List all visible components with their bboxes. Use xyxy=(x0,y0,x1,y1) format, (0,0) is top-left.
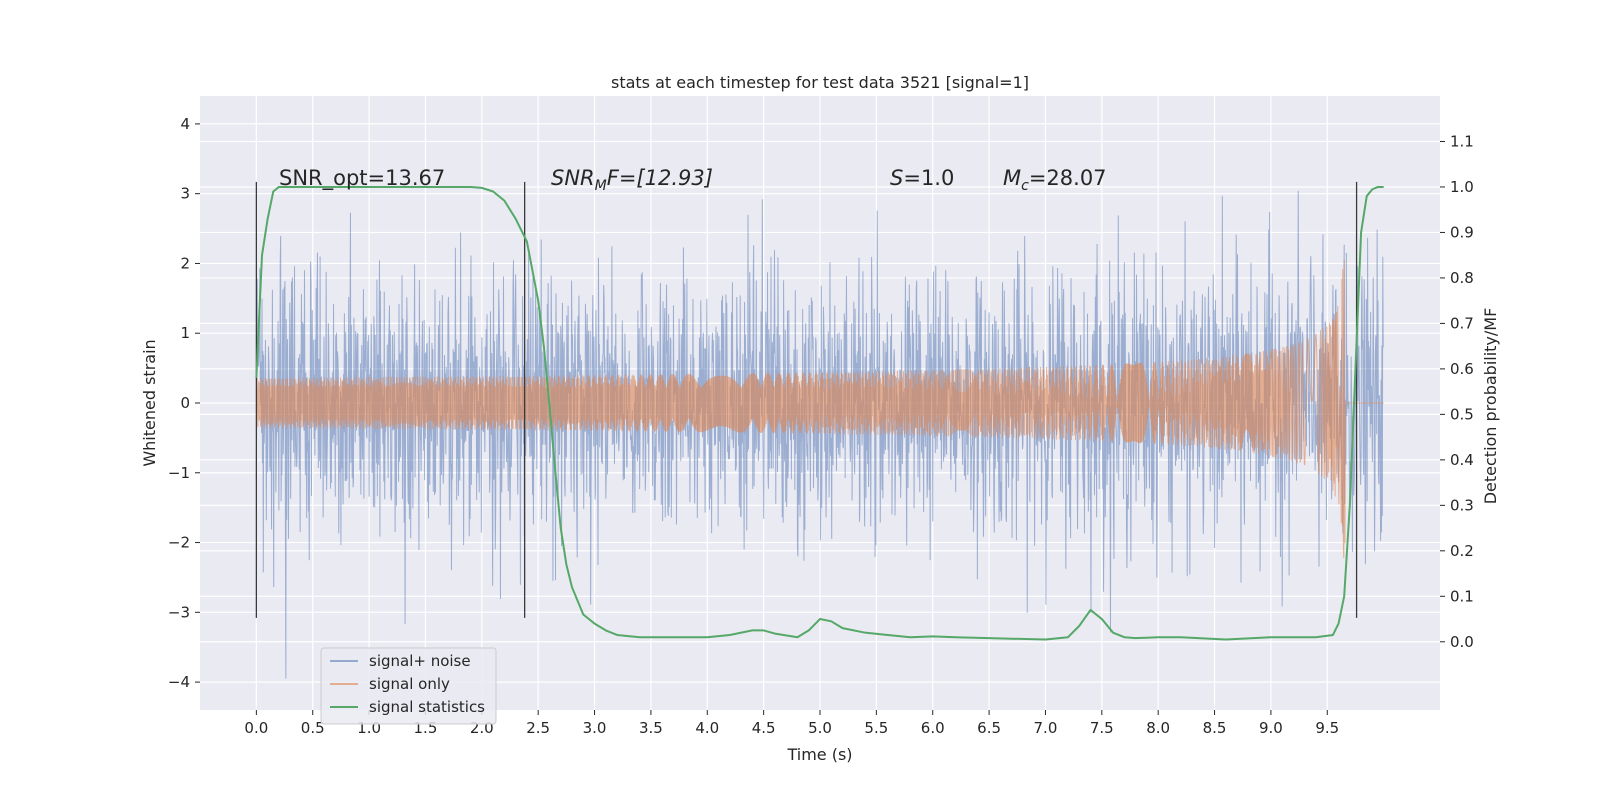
y-tick-label: −1 xyxy=(168,464,190,482)
x-tick-label: 4.5 xyxy=(752,719,776,737)
x-tick-label: 8.0 xyxy=(1146,719,1170,737)
y-tick-label: 4 xyxy=(180,115,190,133)
y-tick-label: −3 xyxy=(168,603,190,621)
x-tick-label: 7.5 xyxy=(1090,719,1114,737)
x-tick-label: 3.5 xyxy=(639,719,663,737)
annotation-snr-mf: SNRMF=[12.93] xyxy=(551,166,713,194)
signal-trace xyxy=(255,260,1384,559)
series-signal-statistics xyxy=(255,185,1384,641)
x-tick-label: 9.5 xyxy=(1315,719,1339,737)
y2-tick-label: 0.8 xyxy=(1450,269,1474,287)
y2-tick-label: 0.9 xyxy=(1450,223,1474,241)
y-tick-label: −4 xyxy=(168,673,190,691)
y2-tick-label: 1.1 xyxy=(1450,132,1474,150)
y-tick-label: 3 xyxy=(180,185,190,203)
y2-tick-label: 0.5 xyxy=(1450,405,1474,423)
annotation-s: S=1.0 xyxy=(890,166,954,190)
x-tick-label: 8.5 xyxy=(1203,719,1227,737)
y2-tick-label: 0.7 xyxy=(1450,314,1474,332)
x-tick-label: 2.5 xyxy=(526,719,550,737)
y-axis-label: Whitened strain xyxy=(140,339,159,466)
y-tick-label: 2 xyxy=(180,254,190,272)
x-tick-label: 7.0 xyxy=(1034,719,1058,737)
x-tick-label: 6.5 xyxy=(977,719,1001,737)
y2-tick-label: 1.0 xyxy=(1450,178,1474,196)
y2-tick-label: 0.3 xyxy=(1450,496,1474,514)
y2-tick-label: 0.1 xyxy=(1450,587,1474,605)
y-tick-label: 1 xyxy=(180,324,190,342)
x-tick-label: 9.0 xyxy=(1259,719,1283,737)
series-signal-only xyxy=(255,260,1384,559)
x-tick-label: 3.0 xyxy=(583,719,607,737)
legend: signal+ noise signal only signal statist… xyxy=(320,647,497,725)
legend-label-signal-noise: signal+ noise xyxy=(369,652,471,670)
chart-title: stats at each timestep for test data 352… xyxy=(611,73,1029,92)
x-tick-label: 0.5 xyxy=(301,719,325,737)
annotations: SNR_opt=13.67 SNRMF=[12.93] S=1.0 Mc=28.… xyxy=(279,166,1107,194)
y2-axis-label: Detection probability/MF xyxy=(1481,308,1500,505)
x-tick-label: 6.0 xyxy=(921,719,945,737)
x-axis-label: Time (s) xyxy=(786,745,852,764)
annotation-snr-opt: SNR_opt=13.67 xyxy=(279,166,445,191)
legend-label-signal-only: signal only xyxy=(369,675,450,693)
vertical-markers xyxy=(255,181,1358,618)
y2-tick-label: 0.4 xyxy=(1450,451,1474,469)
y-axis-left: −4 −3 −2 −1 0 1 2 3 4 xyxy=(168,115,200,691)
x-tick-label: 5.0 xyxy=(808,719,832,737)
legend-label-signal-statistics: signal statistics xyxy=(369,698,485,716)
y2-tick-label: 0.0 xyxy=(1450,633,1474,651)
statistics-trace xyxy=(255,185,1384,641)
y-tick-label: −2 xyxy=(168,534,190,552)
y-axis-right: 0.0 0.1 0.2 0.3 0.4 0.5 0.6 0.7 0.8 0.9 1.0 1.1 xyxy=(1440,132,1474,651)
y2-tick-label: 0.6 xyxy=(1450,360,1474,378)
y-tick-label: 0 xyxy=(180,394,190,412)
annotation-mc: Mc=28.07 xyxy=(1003,166,1107,194)
x-tick-label: 5.5 xyxy=(864,719,888,737)
x-tick-label: 0.0 xyxy=(244,719,268,737)
y2-tick-label: 0.2 xyxy=(1450,542,1474,560)
x-tick-label: 4.0 xyxy=(695,719,719,737)
legend-box xyxy=(320,647,497,725)
